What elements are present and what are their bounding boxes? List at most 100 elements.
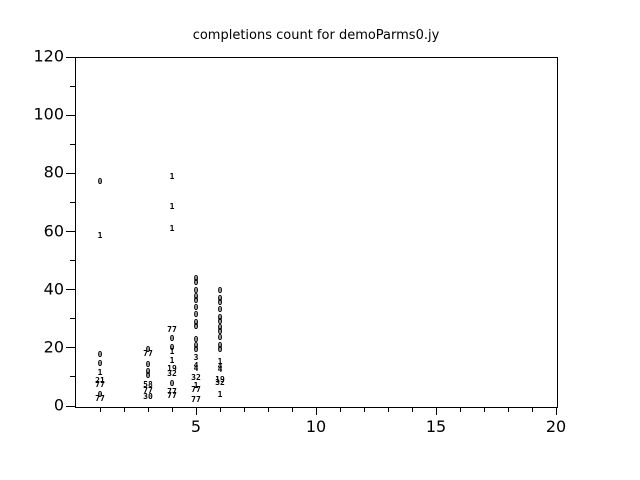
data-point-label: 32: [215, 378, 225, 388]
data-point-label: 0: [193, 321, 199, 331]
x-minor-tick: [291, 407, 293, 412]
data-point-label: 0: [217, 285, 223, 295]
data-point-label: 0: [193, 309, 199, 319]
data-point-label: 0: [97, 389, 103, 399]
data-point-label: 77: [167, 391, 177, 401]
y-tick-label: 80: [43, 162, 64, 182]
data-point-label: 32: [167, 369, 177, 378]
x-minor-tick: [99, 407, 101, 412]
data-point-label: 0: [217, 316, 223, 326]
x-minor-tick: [411, 407, 413, 412]
data-point-label: 0: [193, 277, 199, 287]
y-minor-tick: [70, 318, 75, 320]
data-point-label: 0: [217, 304, 223, 314]
plot-frame: [75, 57, 558, 408]
y-tick-label: 120: [33, 46, 64, 66]
x-minor-tick: [531, 407, 533, 412]
data-point-label: 77: [143, 385, 153, 395]
y-major-tick: [66, 172, 75, 174]
data-point-label: 30: [143, 391, 153, 401]
x-minor-tick: [459, 407, 461, 412]
data-point-label: 1: [193, 380, 199, 390]
data-point-label: 3: [193, 352, 199, 362]
data-point-label: 0: [193, 302, 199, 312]
data-point-label: 0: [169, 333, 175, 343]
data-point-label: 0: [217, 332, 223, 342]
x-minor-tick: [483, 407, 485, 412]
y-major-tick: [66, 347, 75, 349]
data-point-label: 77: [95, 394, 105, 404]
y-tick-label: 0: [53, 395, 64, 415]
data-point-label: 0: [145, 366, 151, 376]
data-point-label: 0: [169, 342, 175, 352]
y-minor-tick: [70, 143, 75, 145]
data-point-label: 1: [169, 224, 175, 234]
data-point-label: 0: [217, 326, 223, 336]
x-minor-tick: [387, 407, 389, 412]
x-tick-label: 5: [190, 417, 202, 436]
data-point-label: 21: [95, 375, 105, 385]
y-major-tick: [66, 56, 75, 58]
data-point-label: 0: [97, 177, 103, 187]
data-point-label: 77: [143, 348, 153, 358]
y-major-tick: [66, 289, 75, 291]
data-point-label: 0: [193, 317, 199, 327]
data-point-label: 0: [217, 340, 223, 350]
data-point-label: 4: [193, 363, 199, 373]
x-minor-tick: [219, 407, 221, 412]
y-major-tick: [66, 231, 75, 232]
x-minor-tick: [243, 407, 245, 412]
y-major-tick: [66, 405, 75, 407]
data-point-label: 0: [217, 297, 223, 307]
x-tick-label: 10: [305, 417, 327, 436]
x-major-tick: [315, 407, 317, 415]
data-point-label: 1: [217, 356, 223, 366]
data-point-label: 0: [145, 344, 151, 354]
data-point-label: 1: [169, 202, 175, 212]
x-tick-label: 20: [545, 417, 567, 436]
data-point-label: 77: [167, 324, 177, 334]
data-point-label: 0: [217, 312, 223, 322]
data-point-label: 0: [193, 285, 199, 295]
data-point-label: 0: [217, 293, 223, 303]
x-tick-label: 15: [425, 417, 447, 436]
data-point-label: 0: [217, 344, 223, 354]
y-minor-tick: [70, 201, 75, 203]
y-minor-tick: [70, 376, 75, 378]
x-major-tick: [555, 407, 557, 415]
data-point-label: 1: [169, 172, 175, 182]
x-minor-tick: [363, 407, 365, 412]
y-minor-tick: [70, 260, 75, 262]
y-tick-label: 60: [43, 221, 64, 241]
data-point-label: 0: [193, 334, 199, 344]
y-major-tick: [66, 114, 75, 116]
data-point-label: 0: [97, 349, 103, 359]
data-point-label: 32: [191, 372, 201, 382]
data-point-label: 19: [215, 374, 225, 384]
data-point-label: 4: [193, 360, 199, 370]
data-point-label: 0: [193, 340, 199, 350]
x-minor-tick: [171, 407, 173, 412]
y-tick-label: 100: [33, 104, 64, 124]
y-tick-label: 40: [43, 279, 64, 299]
data-point-label: 0: [193, 291, 199, 301]
data-point-label: 0: [193, 344, 199, 354]
data-point-label: 0: [193, 295, 199, 305]
data-point-label: 4: [217, 364, 223, 374]
y-tick-label: 20: [43, 337, 64, 357]
x-major-tick: [195, 407, 197, 415]
data-point-label: 1: [97, 367, 103, 377]
data-point-label: 77: [95, 380, 105, 390]
x-minor-tick: [123, 407, 125, 412]
data-point-label: 77: [167, 387, 177, 397]
y-minor-tick: [70, 85, 75, 87]
data-point-label: 1: [169, 346, 175, 356]
data-point-label: 0: [193, 273, 199, 283]
data-point-label: 0: [217, 322, 223, 332]
data-point-label: 0: [169, 378, 175, 388]
x-minor-tick: [147, 407, 149, 412]
data-point-label: 1: [217, 389, 223, 399]
x-major-tick: [435, 407, 437, 415]
data-point-label: 0: [145, 359, 151, 369]
data-point-label: 1: [169, 355, 175, 365]
